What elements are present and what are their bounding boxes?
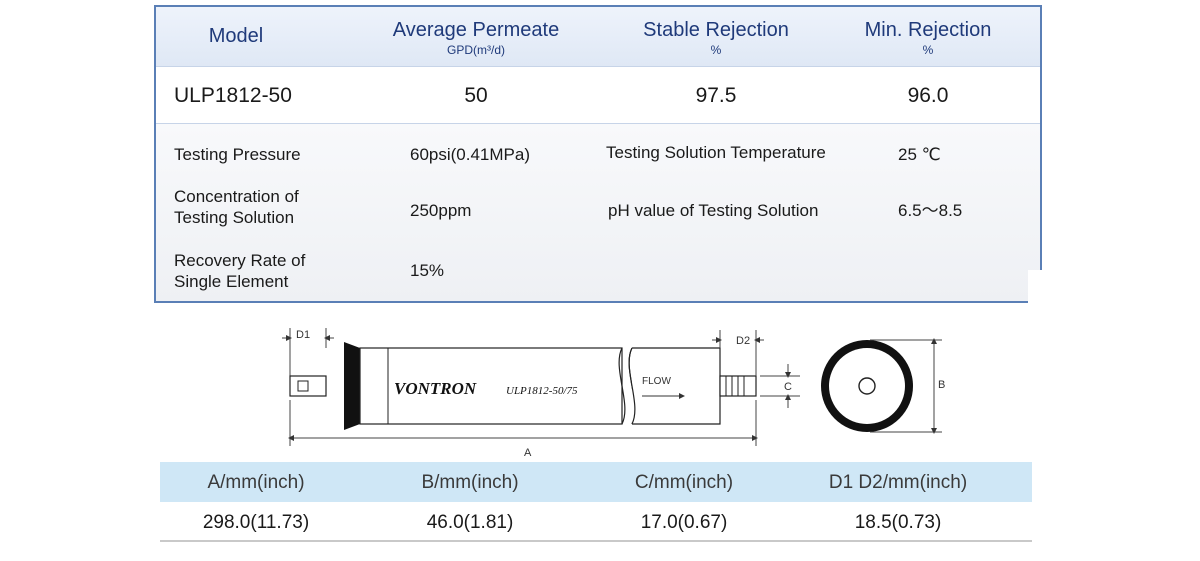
c-label: C: [784, 381, 792, 393]
membrane-drawing-svg: D1 VONTRON ULP1812-50/75 FLOW D2: [282, 328, 945, 459]
dim-value-d1-d2: 18.5(0.73): [854, 512, 942, 533]
dim-header-b: B/mm(inch): [421, 472, 519, 493]
ph-value: 6.5～8.5: [898, 201, 963, 220]
membrane-element-drawing: D1 VONTRON ULP1812-50/75 FLOW D2: [270, 318, 960, 460]
a-label: A: [524, 447, 532, 459]
dimensions-table-row: 298.0(11.73) 46.0(1.81) 17.0(0.67) 18.5(…: [160, 502, 1032, 542]
header-model: Model: [156, 25, 316, 48]
temperature-value: 25 ℃: [898, 145, 941, 164]
ph-label: pH value of Testing Solution: [608, 201, 819, 220]
break-curve-1: [618, 347, 626, 425]
b-label: B: [938, 379, 945, 391]
header-min-rejection-unit: %: [922, 43, 934, 57]
testing-pressure-label: Testing Pressure: [174, 145, 301, 164]
recovery-value: 15%: [410, 261, 445, 280]
model-row: ULP1812-50 50 97.5 96.0: [156, 67, 1040, 124]
recovery-label-line2: Single Element: [174, 272, 289, 291]
flow-label: FLOW: [642, 376, 671, 387]
header-min-rejection: Min. Rejection %: [828, 19, 1028, 57]
concentration-label-line2: Testing Solution: [174, 208, 295, 227]
spec-table-header: Model Average Permeate GPD(m³/d) Stable …: [156, 7, 1040, 67]
d1-label: D1: [296, 329, 310, 341]
min-rejection-value: 96.0: [907, 84, 949, 107]
concentration-label: Concentration of Testing Solution: [174, 186, 374, 228]
testing-conditions: Testing Pressure 60psi(0.41MPa) Testing …: [156, 124, 1040, 301]
left-connector-hole: [297, 380, 309, 392]
header-stable-rejection: Stable Rejection %: [616, 19, 816, 57]
model-value: ULP1812-50: [174, 84, 292, 107]
header-stable-rejection-unit: %: [710, 43, 722, 57]
dimensions-table-header: A/mm(inch) B/mm(inch) C/mm(inch) D1 D2/m…: [160, 462, 1032, 502]
temperature-label: Testing Solution Temperature: [606, 143, 826, 162]
membrane-body-left: [359, 347, 623, 425]
d2-label: D2: [736, 335, 750, 347]
spec-table: Model Average Permeate GPD(m³/d) Stable …: [154, 5, 1042, 303]
end-cap: [344, 342, 360, 430]
end-view-center-tube: [858, 377, 876, 395]
header-stable-rejection-label: Stable Rejection: [643, 19, 789, 41]
membrane-body-right-fill: [632, 348, 720, 424]
dim-value-b: 46.0(1.81): [426, 512, 514, 533]
dim-header-a: A/mm(inch): [207, 472, 305, 493]
stable-rejection-value: 97.5: [695, 84, 737, 107]
header-average-permeate-unit: GPD(m³/d): [447, 43, 505, 57]
header-average-permeate-label: Average Permeate: [392, 19, 560, 41]
dim-value-a: 298.0(11.73): [202, 512, 310, 533]
model-print: ULP1812-50/75: [506, 385, 578, 397]
average-permeate-value: 50: [464, 84, 488, 107]
concentration-value: 250ppm: [410, 201, 472, 220]
dim-value-c: 17.0(0.67): [640, 512, 728, 533]
brand-text: VONTRON: [394, 379, 477, 398]
recovery-label-line1: Recovery Rate of: [174, 251, 306, 270]
header-model-label: Model: [208, 25, 264, 47]
dim-header-c: C/mm(inch): [634, 472, 734, 493]
dim-header-d1-d2: D1 D2/mm(inch): [828, 472, 968, 493]
recovery-label: Recovery Rate of Single Element: [174, 250, 374, 292]
header-min-rejection-label: Min. Rejection: [864, 19, 992, 41]
header-average-permeate: Average Permeate GPD(m³/d): [376, 19, 576, 57]
testing-pressure-value: 60psi(0.41MPa): [410, 145, 531, 164]
break-curve-2b: [628, 347, 636, 425]
border-gap: [1028, 270, 1044, 304]
concentration-label-line1: Concentration of: [174, 187, 299, 206]
